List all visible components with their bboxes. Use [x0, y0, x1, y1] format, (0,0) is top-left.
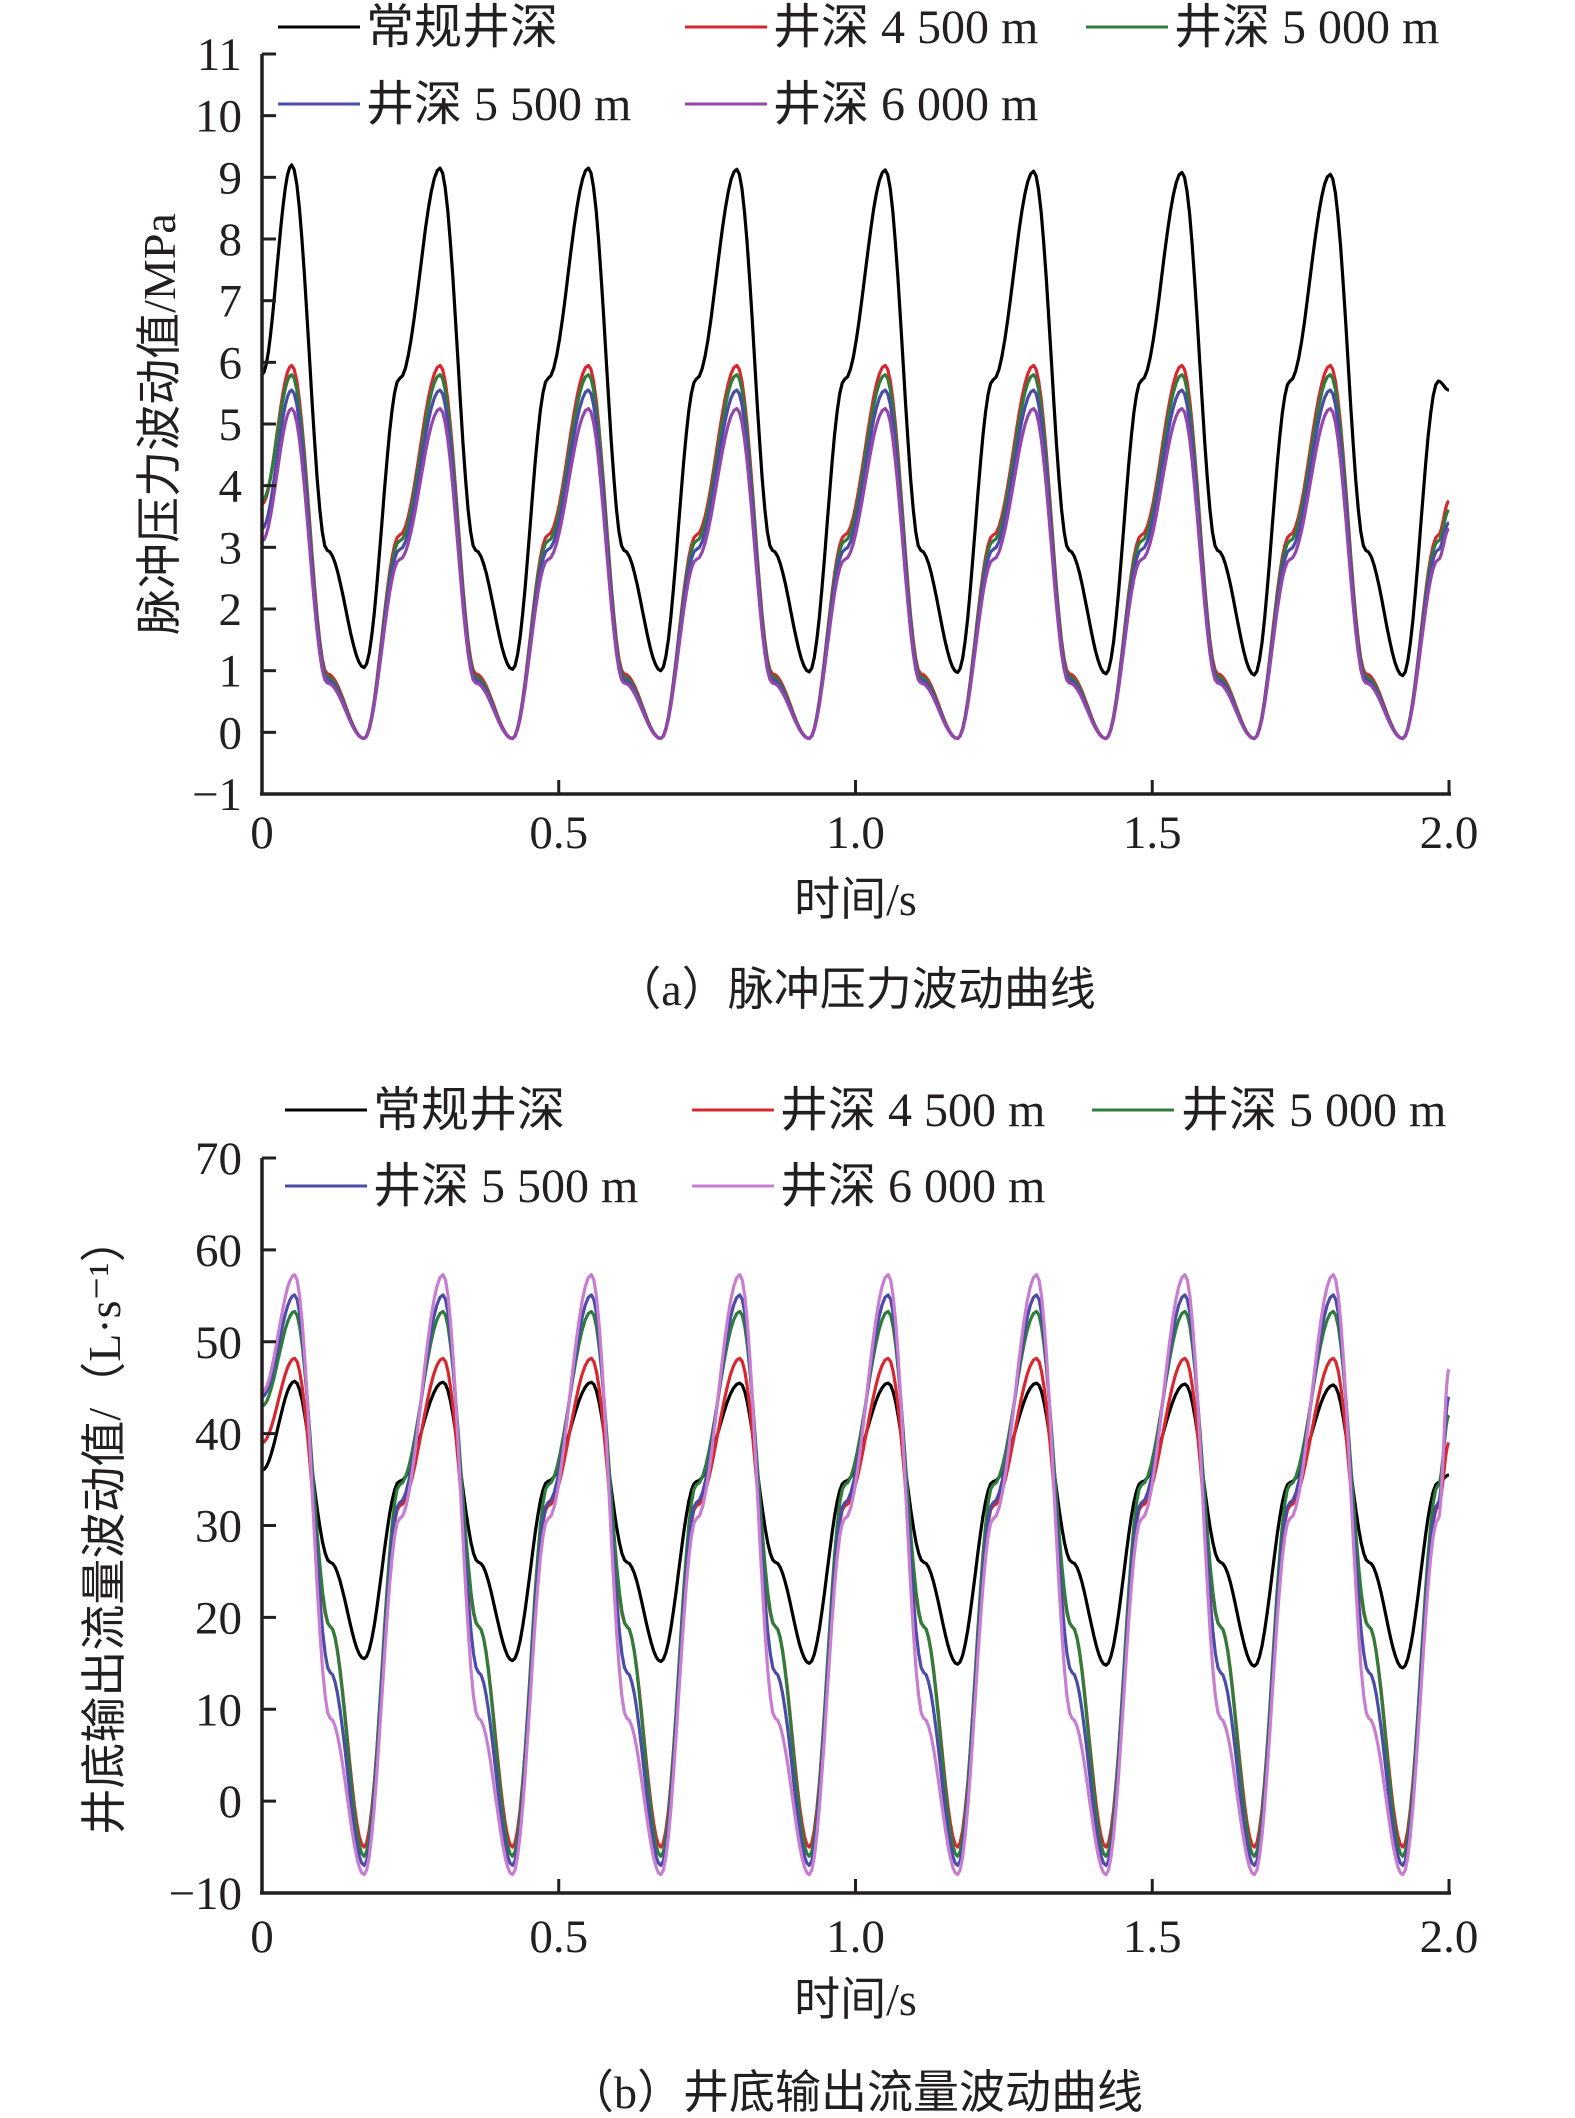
x-tick-label: 1.0: [826, 1911, 885, 1963]
x-axis-label: 时间/s: [794, 1974, 917, 2025]
x-tick-label: 0.5: [529, 807, 588, 859]
x-tick-label: 0.5: [529, 1911, 588, 1963]
legend-label-3: 井深 5 500 m: [366, 78, 631, 131]
y-tick-label: −1: [192, 769, 242, 821]
y-tick-label: 11: [197, 29, 242, 81]
chart-b: 常规井深 井深 4 500 m 井深 5 000 m 井深 5 500 m 井深 6 0…: [79, 1084, 1478, 2118]
y-tick-label: 1: [219, 646, 243, 698]
y-tick-label: 70: [195, 1133, 242, 1185]
y-tick-label: 6: [219, 337, 243, 389]
series-line-4: [262, 1273, 1451, 1877]
x-tick-label: 0: [250, 1911, 274, 1963]
x-tick-label: 1.5: [1123, 1911, 1182, 1963]
series-line-4: [262, 407, 1450, 741]
y-tick-label: 0: [219, 707, 243, 759]
y-tick-label: 40: [195, 1409, 242, 1461]
y-tick-label: 8: [219, 214, 243, 266]
legend-label-3: 井深 5 500 m: [373, 1160, 638, 1213]
legend-label-0: 常规井深: [366, 1, 558, 54]
x-tick-label: 1.0: [826, 807, 885, 859]
y-tick-label: 60: [195, 1225, 242, 1277]
y-tick-label: 20: [195, 1592, 242, 1644]
figure-caption: （b）井底输出流量波动曲线: [568, 2067, 1143, 2118]
y-tick-label: 3: [219, 522, 243, 574]
y-tick-label: 0: [219, 1776, 243, 1828]
y-axis-label: 井底输出流量波动值/（L·s⁻¹）: [79, 1216, 130, 1834]
figure-caption: （a）脉冲压力波动曲线: [615, 964, 1095, 1015]
legend-label-0: 常规井深: [373, 1084, 565, 1137]
y-tick-label: 7: [219, 276, 243, 328]
y-tick-label: 9: [219, 152, 243, 204]
x-tick-label: 2.0: [1420, 807, 1479, 859]
y-tick-label: 5: [219, 399, 243, 451]
series-line-1: [262, 1356, 1451, 1849]
x-axis-label: 时间/s: [794, 874, 917, 925]
series-line-0: [262, 1379, 1450, 1670]
y-tick-label: 4: [219, 461, 243, 513]
series-line-3: [262, 388, 1450, 741]
y-tick-label: 50: [195, 1317, 242, 1369]
x-tick-label: 1.5: [1123, 807, 1182, 859]
chart-a: 常规井深 井深 4 500 m 井深 5 000 m 井深 5 500 m 井深 6 0…: [134, 1, 1478, 1015]
legend-label-2: 井深 5 000 m: [1181, 1084, 1446, 1137]
y-axis-label: 脉冲压力波动值/MPa: [134, 213, 185, 635]
y-tick-label: 10: [195, 1684, 242, 1736]
legend-label-4: 井深 6 000 m: [773, 78, 1038, 131]
series-line-0: [262, 163, 1450, 678]
y-tick-label: 30: [195, 1501, 242, 1553]
legend-label-2: 井深 5 000 m: [1174, 1, 1439, 54]
y-tick-label: 10: [195, 91, 242, 143]
x-tick-label: 0: [250, 807, 274, 859]
legend-label-1: 井深 4 500 m: [773, 1, 1038, 54]
x-tick-label: 2.0: [1420, 1911, 1479, 1963]
legend-label-1: 井深 4 500 m: [780, 1084, 1045, 1137]
y-tick-label: −10: [168, 1868, 242, 1920]
y-tick-label: 2: [219, 584, 243, 636]
legend-label-4: 井深 6 000 m: [780, 1160, 1045, 1213]
